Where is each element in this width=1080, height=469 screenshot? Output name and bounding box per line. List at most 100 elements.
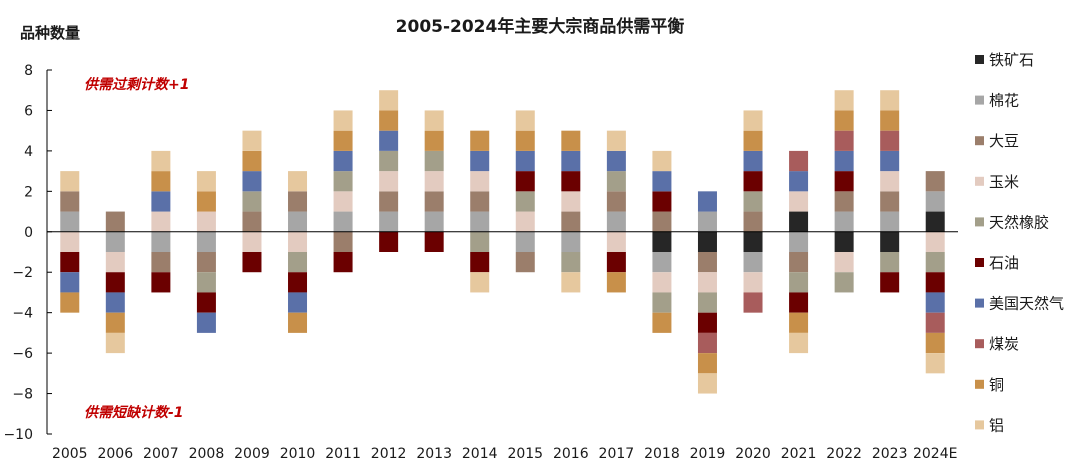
bar-segment [561,272,581,293]
bar-segment [196,292,216,313]
bar-segment [288,292,308,313]
x-tick-label: 2011 [325,446,361,462]
bar-segment [379,211,399,232]
bar-segment [743,231,763,252]
bar-segment [379,110,399,131]
bar-segment [834,231,854,252]
bar-segment [288,171,308,192]
legend-label: 天然橡胶 [989,213,1049,231]
bar-segment [196,312,216,333]
bar-segment [151,191,171,212]
bar-segment [470,252,490,273]
bar-segment [561,211,581,232]
bar-segment [697,252,717,273]
legend-label: 铁矿石 [989,51,1034,69]
legend-label: 美国天然气 [989,295,1064,313]
chart-title: 2005-2024年主要大宗商品供需平衡 [396,16,685,37]
bar-segment [652,191,672,212]
bar-segment [379,171,399,192]
bar-segment [288,231,308,252]
bar-segment [652,171,672,192]
bar-segment [834,90,854,111]
bar-segment [60,191,80,212]
bar-segment [789,292,809,313]
bar-segment [652,292,672,313]
bar-segment [606,191,626,212]
bar-segment [60,211,80,232]
y-tick-label: 0 [24,225,33,241]
bar-segment [925,231,945,252]
bar-segment [743,191,763,212]
bar-segment [470,150,490,172]
bar-segment [333,252,353,273]
bar-segment [789,252,809,273]
bar-segment [925,292,945,313]
bar-segment [561,231,581,252]
bar-segment [379,150,399,172]
bar-segment [834,191,854,212]
bar-segment [606,252,626,273]
bar-segment [196,211,216,232]
legend-label: 铝 [989,416,1004,434]
bar-segment [789,211,809,232]
bar-segment [242,211,262,232]
bar-segment [105,332,125,354]
bar-segment [697,272,717,293]
legend-label: 大豆 [989,132,1019,150]
x-tick-label: 2018 [644,446,680,462]
bar-segment [424,130,444,151]
legend-label: 石油 [989,254,1019,272]
shortage-annotation: 供需短缺计数-1 [84,404,184,421]
bar-segment [743,171,763,192]
bar-segment [697,292,717,313]
bar-segment [151,211,171,232]
x-tick-label: 2024E [913,446,957,462]
bar-segment [515,171,535,192]
bar-segment [105,272,125,293]
bar-segment [60,252,80,273]
y-tick-label: 6 [24,103,33,119]
bar-segment [515,191,535,212]
bar-segment [515,231,535,252]
bar-segment [834,252,854,273]
bar-segment [151,252,171,273]
bar-segment [925,272,945,293]
bar-segment [652,252,672,273]
legend-swatch [975,379,984,389]
bar-segment [880,110,900,131]
bar-segment [880,252,900,273]
bar-segment [925,332,945,354]
bar-segment [880,90,900,111]
bar-segment [196,252,216,273]
bar-segment [697,373,717,394]
bar-segment [880,211,900,232]
legend-label: 煤炭 [989,335,1019,353]
bar-segment [424,211,444,232]
bar-segment [379,90,399,111]
bar-segment [743,211,763,232]
x-tick-label: 2022 [826,446,862,462]
bar-segment [333,211,353,232]
bar-segment [242,252,262,273]
bar-segment [105,211,125,232]
bar-segment [652,272,672,293]
bar-segment [333,150,353,172]
bar-segment [561,171,581,192]
bar-segment [697,211,717,232]
y-tick-label: −8 [12,387,33,403]
bar-segment [925,211,945,232]
bar-segment [561,130,581,151]
legend-swatch [975,55,984,64]
bar-segment [561,191,581,212]
legend-label: 玉米 [989,173,1019,191]
legend-label: 棉花 [989,92,1019,110]
bar-segment [105,231,125,252]
x-tick-label: 2009 [234,446,270,462]
bar-segment [105,312,125,333]
bar-segment [470,171,490,192]
bar-segment [60,171,80,192]
x-tick-label: 2021 [781,446,817,462]
bar-segment [333,191,353,212]
legend-swatch [975,176,984,186]
bar-segment [834,150,854,172]
